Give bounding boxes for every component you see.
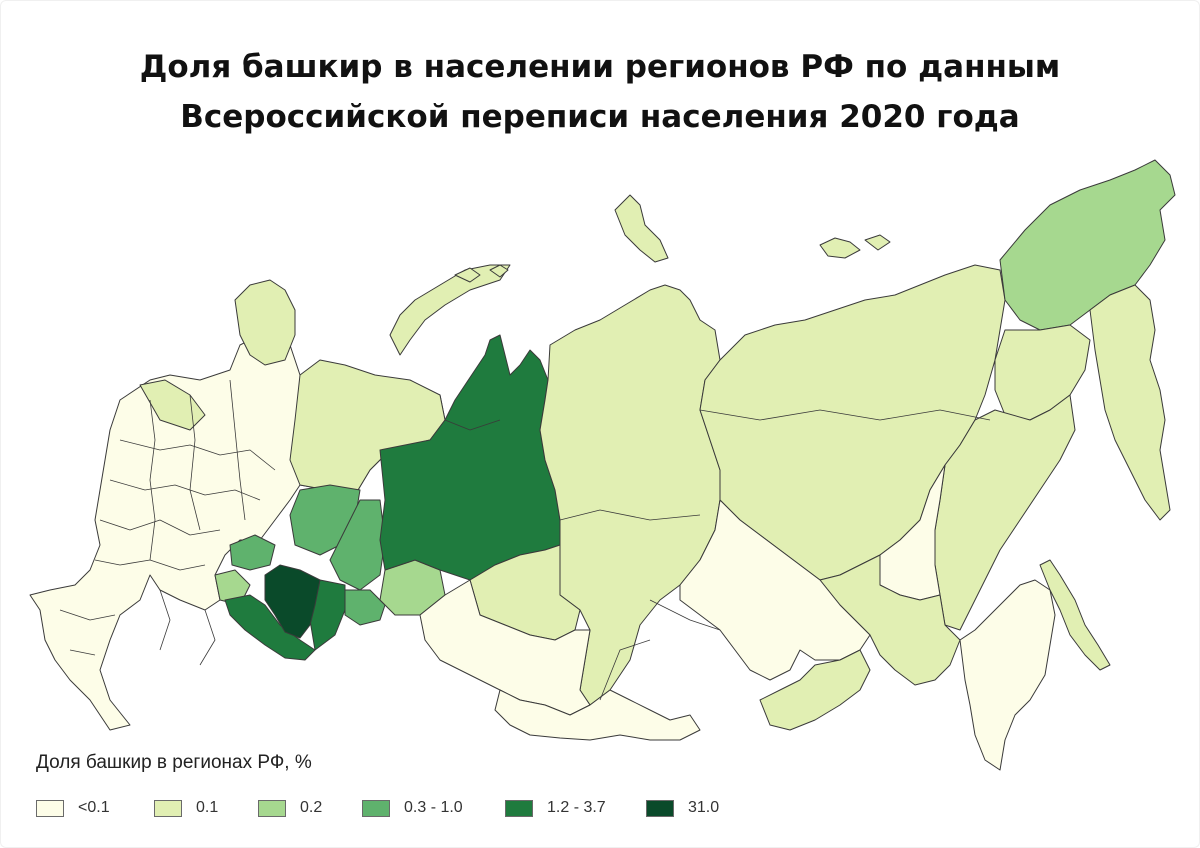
region-bashkortostan <box>264 564 321 639</box>
region-franz-josef <box>454 264 509 283</box>
legend-item: 31.0 <box>646 795 719 821</box>
region-karelia <box>139 379 206 431</box>
region-kamchatka <box>1089 284 1171 521</box>
legend-label: 31.0 <box>688 799 720 816</box>
region-omsk-novosib <box>419 579 591 716</box>
region-new-siberian-islands <box>819 234 891 259</box>
title-line-1: Доля башкир в населении регионов РФ по д… <box>139 49 1061 85</box>
region-primorye <box>959 579 1056 771</box>
legend-swatch <box>258 799 286 817</box>
region-altai <box>494 689 701 741</box>
legend-title: Доля башкир в регионах РФ, % <box>36 752 312 773</box>
region-khmao-yamal <box>379 334 561 581</box>
region-orenburg <box>224 594 316 661</box>
region-sakhalin <box>1039 559 1111 671</box>
region-kurgan <box>344 589 386 626</box>
legend: <0.1 0.1 0.2 0.3 - 1.0 1.2 - 3.7 31.0 <box>36 795 796 821</box>
legend-label: <0.1 <box>78 799 110 816</box>
western-region-borders <box>59 379 991 701</box>
legend-item: 0.3 - 1.0 <box>362 795 463 821</box>
title-line-2: Всероссийской переписи населения 2020 го… <box>180 99 1020 135</box>
region-tatarstan <box>229 534 276 571</box>
legend-label: 0.1 <box>196 799 219 816</box>
legend-item: 1.2 - 3.7 <box>505 795 606 821</box>
legend-swatch <box>154 799 182 817</box>
region-murmansk <box>234 279 296 366</box>
legend-swatch <box>362 799 390 817</box>
legend-swatch <box>646 799 674 817</box>
legend-label: 0.2 <box>300 799 323 816</box>
legend-label: 1.2 - 3.7 <box>547 799 606 816</box>
legend-item: 0.2 <box>258 795 322 821</box>
region-magadan <box>994 324 1091 421</box>
legend-swatch <box>36 799 64 817</box>
region-buryatia <box>759 649 871 731</box>
region-severnaya-zemlya <box>614 194 669 263</box>
legend-item: 0.1 <box>154 795 218 821</box>
legend-item: <0.1 <box>36 795 110 821</box>
map-title: Доля башкир в населении регионов РФ по д… <box>0 42 1200 142</box>
legend-label: 0.3 - 1.0 <box>404 799 463 816</box>
legend-swatch <box>505 799 533 817</box>
